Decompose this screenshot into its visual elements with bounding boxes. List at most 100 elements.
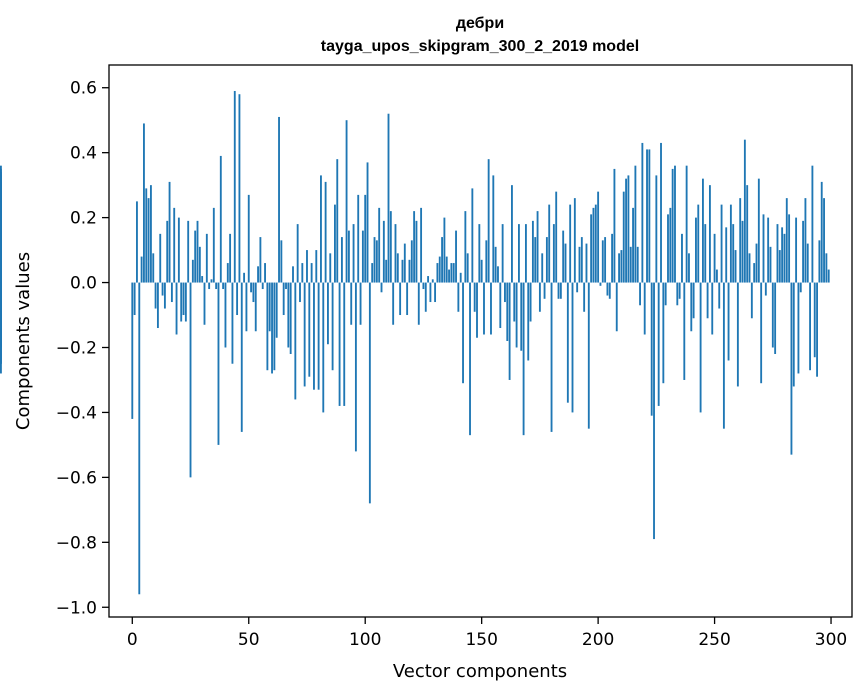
bar-235 bbox=[678, 282, 681, 299]
bar-73 bbox=[301, 263, 304, 283]
bar-94 bbox=[350, 282, 353, 325]
bar-238 bbox=[685, 165, 688, 283]
bar-7 bbox=[147, 198, 150, 283]
bar-236 bbox=[681, 233, 683, 283]
bar-228 bbox=[662, 282, 665, 384]
bar-215 bbox=[632, 207, 634, 283]
bar-259 bbox=[734, 250, 737, 283]
bar-0 bbox=[131, 282, 134, 419]
bar-222 bbox=[648, 149, 651, 283]
bar-280 bbox=[783, 233, 786, 283]
y-tick-label: 0.4 bbox=[70, 144, 97, 164]
bar-149 bbox=[478, 224, 481, 283]
bar-21 bbox=[180, 282, 183, 322]
bar-11 bbox=[156, 282, 159, 329]
bar-98 bbox=[359, 282, 362, 325]
bar-60 bbox=[271, 282, 273, 374]
bar-255 bbox=[725, 227, 728, 283]
bar-268 bbox=[755, 243, 758, 283]
bar-59 bbox=[268, 282, 271, 332]
bar-101 bbox=[366, 162, 369, 283]
bar-161 bbox=[506, 282, 509, 341]
bar-42 bbox=[229, 233, 232, 283]
y-tick-label: −0.8 bbox=[56, 533, 97, 553]
bar-151 bbox=[483, 282, 485, 335]
bar-5 bbox=[143, 123, 145, 283]
bar-256 bbox=[727, 282, 730, 361]
bar-150 bbox=[480, 259, 483, 283]
bar-46 bbox=[238, 94, 241, 283]
bar-159 bbox=[501, 224, 504, 283]
bar-266 bbox=[750, 282, 753, 319]
bar-208 bbox=[615, 282, 618, 332]
bar-261 bbox=[739, 198, 742, 283]
bar-96 bbox=[354, 282, 357, 452]
bar-288 bbox=[802, 220, 805, 283]
bar-6 bbox=[145, 188, 148, 283]
bar-244 bbox=[699, 282, 702, 413]
bar-135 bbox=[445, 256, 448, 283]
y-tick-label: 0.6 bbox=[70, 79, 97, 99]
y-tick-label: 0.0 bbox=[70, 274, 97, 294]
bar-224 bbox=[653, 282, 655, 540]
bar-210 bbox=[620, 250, 623, 283]
bar-3 bbox=[138, 282, 141, 595]
bar-142 bbox=[462, 282, 464, 384]
bar-187 bbox=[566, 282, 569, 403]
bar-123 bbox=[417, 282, 420, 325]
bar-272 bbox=[764, 282, 767, 296]
bar-271 bbox=[762, 214, 765, 283]
bar-197 bbox=[590, 214, 593, 283]
bar-70 bbox=[294, 282, 297, 400]
bar-200 bbox=[597, 191, 600, 283]
bar-120 bbox=[410, 240, 413, 283]
bar-169 bbox=[524, 224, 527, 283]
bar-201 bbox=[599, 282, 602, 286]
bar-130 bbox=[434, 282, 437, 303]
bar-17 bbox=[170, 282, 173, 303]
bar-220 bbox=[643, 282, 646, 335]
bar-182 bbox=[555, 191, 558, 283]
bar-138 bbox=[452, 263, 455, 283]
bar-202 bbox=[601, 240, 604, 283]
bar-219 bbox=[641, 142, 644, 283]
bar-39 bbox=[222, 282, 225, 290]
bar-273 bbox=[767, 217, 770, 283]
bar-116 bbox=[401, 259, 404, 283]
bar-24 bbox=[187, 220, 190, 283]
x-tick-label: 100 bbox=[349, 630, 381, 650]
bar-158 bbox=[499, 282, 502, 329]
bar-283 bbox=[790, 282, 793, 455]
bar-205 bbox=[608, 282, 611, 299]
bar-145 bbox=[469, 282, 471, 436]
y-tick-label: 0.2 bbox=[70, 209, 97, 229]
bar-53 bbox=[254, 282, 257, 332]
bar-49 bbox=[245, 282, 248, 332]
bar-16 bbox=[168, 181, 171, 283]
bar-299 bbox=[827, 269, 830, 283]
bar-178 bbox=[545, 237, 548, 283]
y-tick-label: −0.4 bbox=[56, 403, 97, 423]
bar-170 bbox=[527, 282, 530, 361]
bar-58 bbox=[266, 282, 269, 371]
bar-177 bbox=[543, 282, 546, 299]
bar-286 bbox=[797, 282, 800, 374]
bar-34 bbox=[210, 279, 213, 283]
bar-undefined bbox=[0, 282, 2, 312]
bar-173 bbox=[534, 237, 537, 283]
bar-30 bbox=[201, 276, 204, 283]
bar-206 bbox=[611, 233, 614, 283]
bar-88 bbox=[336, 159, 339, 283]
bar-1 bbox=[133, 282, 136, 316]
bar-15 bbox=[166, 220, 169, 283]
bar-111 bbox=[389, 211, 392, 283]
bar-212 bbox=[625, 178, 627, 283]
bar-128 bbox=[429, 282, 432, 303]
bar-296 bbox=[820, 181, 823, 283]
bar-251 bbox=[715, 269, 718, 283]
bar-199 bbox=[594, 204, 597, 283]
bar-77 bbox=[310, 263, 313, 283]
bar-137 bbox=[450, 263, 453, 283]
bar-114 bbox=[396, 253, 399, 283]
